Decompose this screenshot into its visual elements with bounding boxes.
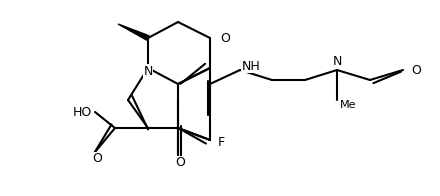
- Text: HO: HO: [73, 105, 92, 119]
- Text: O: O: [411, 64, 421, 76]
- Text: N: N: [143, 64, 153, 77]
- Text: N: N: [332, 55, 342, 68]
- Polygon shape: [118, 24, 149, 40]
- Text: F: F: [218, 135, 225, 149]
- Text: NH: NH: [242, 60, 261, 73]
- Text: Me: Me: [340, 100, 356, 110]
- Text: O: O: [92, 152, 102, 165]
- Text: O: O: [220, 32, 230, 44]
- Text: O: O: [175, 156, 185, 170]
